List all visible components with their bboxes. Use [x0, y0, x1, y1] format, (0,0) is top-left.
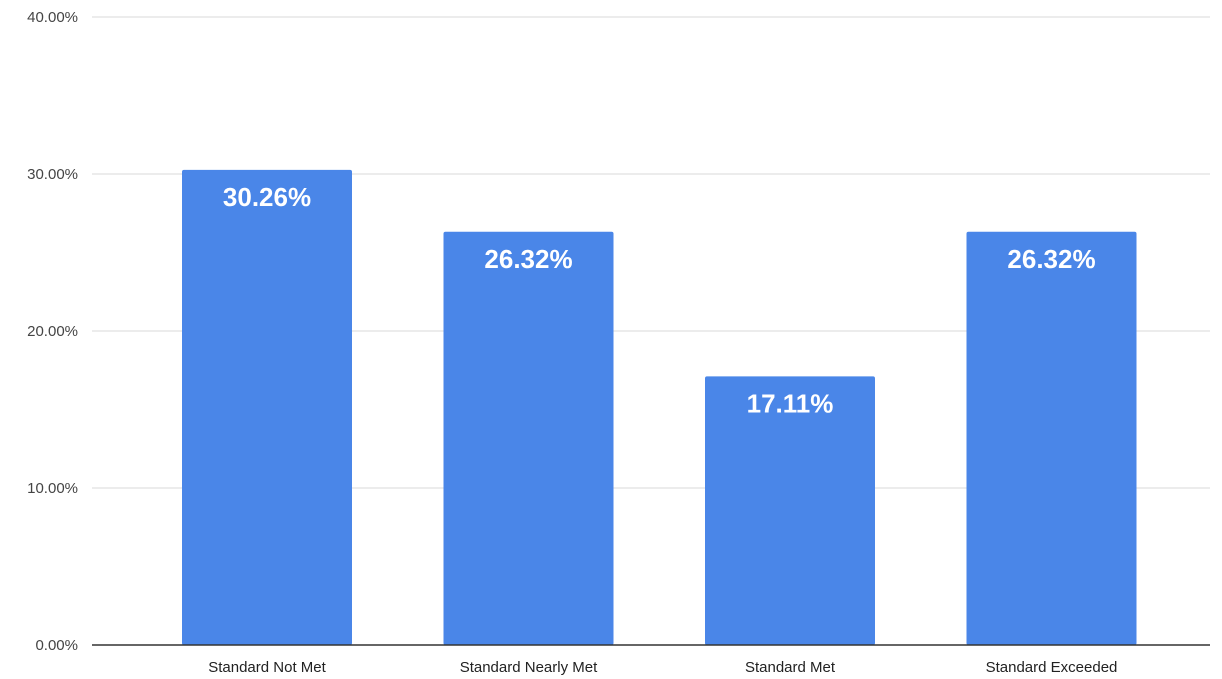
x-category-label: Standard Not Met	[208, 659, 326, 676]
bar	[705, 376, 875, 645]
data-labels: 30.26% 26.32% 17.11% 26.32%	[223, 182, 1096, 418]
x-category-label: Standard Exceeded	[986, 659, 1118, 676]
bar	[182, 169, 352, 645]
y-tick-label: 10.00%	[27, 480, 78, 497]
y-tick-label: 20.00%	[27, 323, 78, 340]
x-category-label: Standard Nearly Met	[460, 659, 598, 676]
bar	[966, 231, 1137, 645]
x-axis-category-labels: Standard Not Met Standard Nearly Met Stand…	[208, 659, 1117, 676]
y-tick-label: 40.00%	[27, 9, 78, 26]
bars	[182, 169, 1137, 645]
y-tick-label: 0.00%	[35, 637, 78, 654]
bar-value-label: 17.11%	[747, 388, 834, 418]
y-tick-label: 30.00%	[27, 166, 78, 183]
y-axis-ticks: 0.00% 10.00% 20.00% 30.00% 40.00%	[27, 9, 78, 654]
bar-value-label: 26.32%	[484, 244, 572, 274]
bar-value-label: 30.26%	[223, 182, 311, 212]
bar	[443, 231, 614, 645]
bar-value-label: 26.32%	[1007, 244, 1095, 274]
x-category-label: Standard Met	[745, 659, 836, 676]
